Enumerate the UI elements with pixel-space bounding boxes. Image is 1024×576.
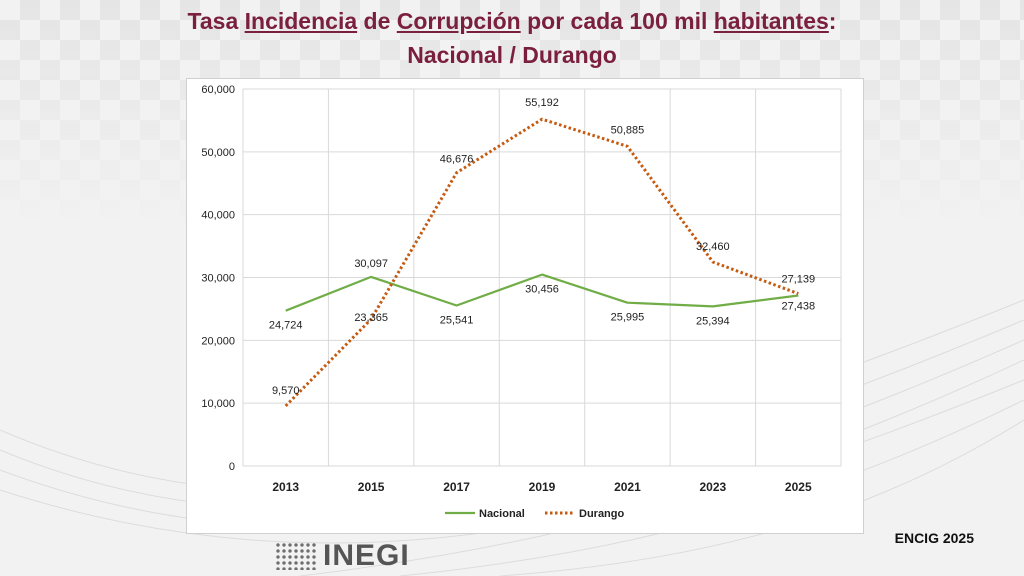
survey-tag: ENCIG 2025 (894, 530, 974, 546)
y-tick-label: 0 (229, 461, 235, 473)
data-label-nacional: 25,541 (440, 315, 474, 327)
legend-label-durango: Durango (579, 508, 625, 520)
data-label-nacional: 30,097 (354, 258, 388, 270)
data-label-nacional: 25,995 (611, 312, 645, 324)
data-label-durango: 32,460 (696, 241, 730, 253)
data-label-nacional: 24,724 (269, 320, 303, 332)
inegi-logo: INEGI (275, 539, 410, 572)
data-label-nacional: 27,139 (781, 273, 815, 285)
data-label-durango: 46,676 (440, 154, 474, 166)
y-tick-label: 50,000 (201, 147, 235, 159)
x-tick-label: 2013 (272, 480, 299, 494)
series-line-nacional (285, 273, 799, 312)
y-tick-label: 30,000 (201, 273, 235, 285)
x-tick-label: 2015 (358, 480, 385, 494)
y-tick-label: 60,000 (201, 84, 235, 96)
chart-container: 0 10,000 20,000 30,000 40,000 50,000 60,000 201… (186, 78, 864, 534)
y-tick-label: 10,000 (201, 398, 235, 410)
x-tick-label: 2019 (529, 480, 556, 494)
title-line-2: Nacional / Durango (407, 42, 617, 68)
line-chart: 0 10,000 20,000 30,000 40,000 50,000 60,000 201… (201, 84, 842, 520)
data-label-nacional: 25,394 (696, 315, 730, 327)
legend-label-nacional: Nacional (479, 508, 525, 520)
y-tick-label: 40,000 (201, 210, 235, 222)
x-tick-label: 2025 (785, 480, 812, 494)
data-label-durango: 23,365 (354, 312, 388, 324)
y-tick-label: 20,000 (201, 335, 235, 347)
data-label-durango: 55,192 (525, 97, 559, 109)
x-tick-label: 2021 (614, 480, 641, 494)
page-title: Tasa Incidencia de Corrupción por cada 1… (0, 4, 1024, 72)
x-tick-label: 2017 (443, 480, 470, 494)
inegi-dots-icon (275, 542, 317, 570)
data-label-durango: 9,570 (272, 385, 300, 397)
data-label-durango: 27,438 (781, 301, 815, 313)
title-line-1: Tasa Incidencia de Corrupción por cada 1… (187, 8, 837, 34)
data-label-nacional: 30,456 (525, 284, 559, 296)
series-line-durango (284, 117, 799, 407)
data-label-durango: 50,885 (611, 124, 645, 136)
x-tick-label: 2023 (700, 480, 727, 494)
